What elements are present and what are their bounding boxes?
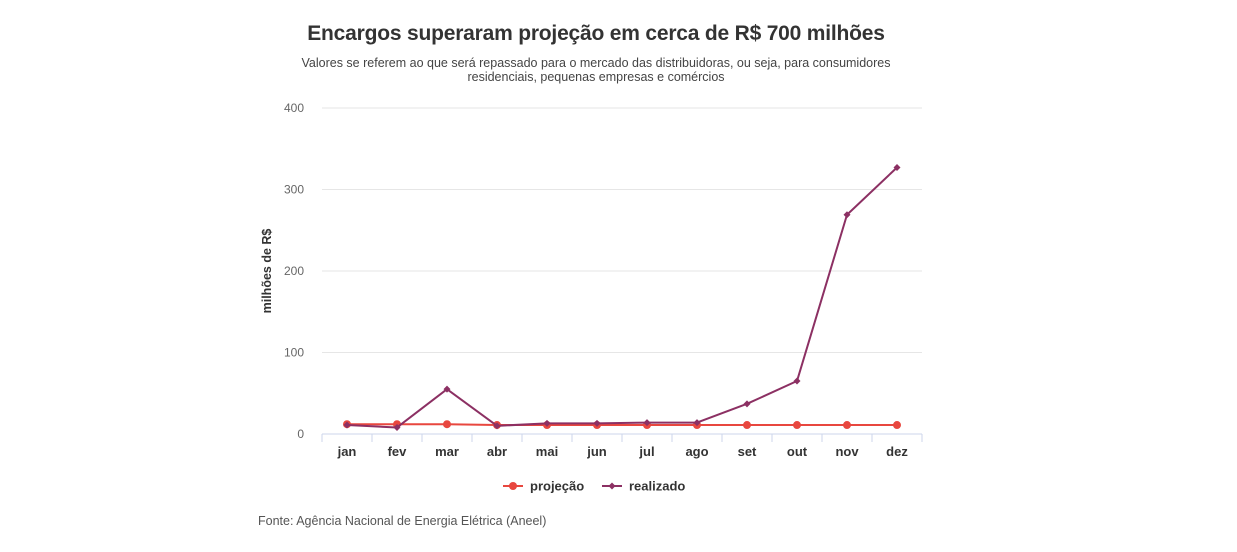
data-point[interactable] (343, 421, 351, 429)
y-tick-label: 300 (284, 183, 304, 197)
x-tick-label: dez (886, 444, 908, 459)
y-tick-label: 0 (297, 427, 304, 441)
data-point[interactable] (743, 400, 751, 408)
x-tick-label: set (738, 444, 757, 459)
series-lines (343, 163, 901, 431)
source-note: Fonte: Agência Nacional de Energia Elétr… (258, 514, 547, 528)
data-point[interactable] (443, 385, 451, 393)
series-projeção (343, 420, 901, 430)
x-tick-label: ago (685, 444, 708, 459)
legend-marker (509, 482, 517, 490)
y-tick-label: 400 (284, 101, 304, 115)
x-tick-label: jul (638, 444, 654, 459)
x-tick-label: mai (536, 444, 558, 459)
data-point[interactable] (843, 421, 851, 430)
data-point[interactable] (793, 377, 801, 385)
x-tick-label: abr (487, 444, 507, 459)
x-tick-label: nov (835, 444, 859, 459)
axes: 0 100 200 300 400 jan fev mar abr mai jun jul ago set… (260, 101, 923, 459)
x-tick-label: jun (586, 444, 607, 459)
legend-label: realizado (629, 479, 685, 494)
legend-label: projeção (530, 479, 584, 494)
data-point[interactable] (493, 422, 501, 430)
data-point[interactable] (843, 211, 851, 219)
data-point[interactable] (793, 421, 801, 430)
data-point[interactable] (893, 163, 901, 171)
legend[interactable]: projeção realizado (503, 479, 685, 494)
gridlines (322, 107, 922, 353)
x-tick-label: fev (388, 444, 408, 459)
data-point[interactable] (743, 421, 751, 430)
y-axis-title: milhões de R$ (260, 229, 274, 314)
data-point[interactable] (443, 420, 451, 429)
x-tick-label: out (787, 444, 808, 459)
series-realizado (343, 163, 901, 431)
legend-marker (608, 482, 616, 490)
data-point[interactable] (393, 423, 401, 431)
data-point[interactable] (593, 419, 601, 427)
x-tick-label: mar (435, 444, 459, 459)
chart-subtitle: Valores se referem ao que será repassado… (301, 56, 891, 84)
legend-item-projeção[interactable]: projeção (503, 479, 584, 494)
y-tick-label: 200 (284, 264, 304, 278)
data-point[interactable] (643, 419, 651, 427)
x-tick-label: jan (337, 444, 357, 459)
data-point[interactable] (543, 419, 551, 427)
data-point[interactable] (893, 421, 901, 430)
legend-item-realizado[interactable]: realizado (602, 479, 685, 494)
series-line (347, 423, 897, 427)
data-point[interactable] (693, 419, 701, 427)
y-tick-label: 100 (284, 346, 304, 360)
series-line (346, 166, 898, 429)
chart-title: Encargos superaram projeção em cerca de … (307, 22, 885, 45)
